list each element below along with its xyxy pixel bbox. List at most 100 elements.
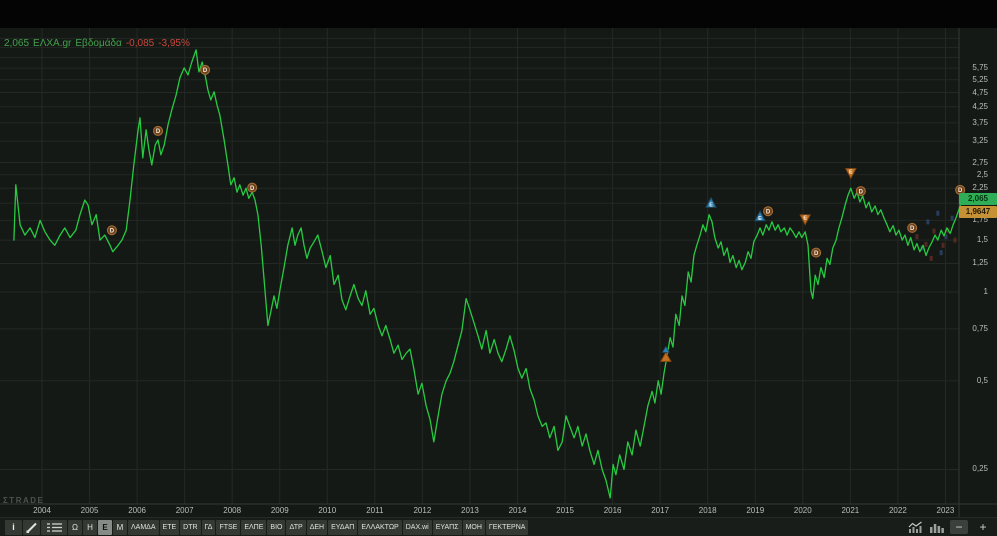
legend-timeframe[interactable]: Εβδομάδα <box>75 38 122 49</box>
ticker-button-ΔΕΗ[interactable]: ΔΕΗ <box>306 519 328 535</box>
toolbar-right-group: − + <box>908 518 992 535</box>
event-marker-dividend[interactable]: D <box>855 186 866 197</box>
svg-text:D: D <box>814 251 819 257</box>
svg-text:E: E <box>709 202 713 208</box>
price-tick-label: 5,75 <box>972 63 988 73</box>
price-tick-label: 0,25 <box>972 464 988 474</box>
micro-event-mark <box>941 242 945 248</box>
micro-event-mark <box>936 210 940 216</box>
event-marker-event_down[interactable]: E <box>844 168 857 180</box>
event-marker-dividend[interactable]: D <box>907 222 918 233</box>
event-marker-dividend[interactable]: D <box>811 247 822 258</box>
price-tick-label: 1,25 <box>972 258 988 268</box>
event-marker-dividend[interactable]: D <box>200 64 211 75</box>
year-tick-label: 2019 <box>746 506 765 515</box>
legend-symbol[interactable]: ΕΛΧΑ.gr <box>33 38 72 49</box>
watchlist-button[interactable] <box>41 519 67 535</box>
price-tick-label: 1,75 <box>972 215 988 225</box>
ticker-button-ΒΙΟ[interactable]: ΒΙΟ <box>267 519 286 535</box>
event-marker-dividend[interactable]: D <box>153 125 164 136</box>
event-marker-dividend[interactable]: D <box>763 206 774 217</box>
micro-event-mark <box>932 228 936 234</box>
svg-text:E: E <box>803 216 807 222</box>
year-tick-label: 2006 <box>128 506 146 515</box>
year-tick-label: 2017 <box>651 506 670 515</box>
event-marker-event_down[interactable]: E <box>799 214 812 226</box>
year-tick-label: 2010 <box>318 506 337 515</box>
year-tick-label: 2009 <box>270 506 289 515</box>
ticker-button-ΕΥΑΠΣ[interactable]: ΕΥΑΠΣ <box>432 519 462 535</box>
ticker-button-ΕΤΕ[interactable]: ΕΤΕ <box>159 519 180 535</box>
price-tick-label: 1,5 <box>976 235 988 245</box>
micro-event-mark <box>926 219 930 225</box>
ticker-button-DAX.wi[interactable]: DAX.wi <box>402 519 432 535</box>
timeframe-button-Μ[interactable]: Μ <box>113 519 127 535</box>
zoom-out-button[interactable]: − <box>950 519 968 534</box>
event-marker-dividend[interactable]: D <box>106 225 117 236</box>
price-tick-label: 3,75 <box>972 117 988 127</box>
ticker-button-ΛΑΜΔΑ[interactable]: ΛΑΜΔΑ <box>128 519 159 535</box>
legend-change: -0,085 <box>125 38 155 49</box>
micro-event-mark <box>939 250 943 256</box>
svg-text:D: D <box>203 68 208 74</box>
micro-event-mark <box>929 255 933 261</box>
year-tick-label: 2011 <box>366 506 384 515</box>
timeframe-button-Ε[interactable]: Ε <box>98 519 112 535</box>
line-chart-icon[interactable] <box>908 521 923 533</box>
svg-text:D: D <box>250 186 255 192</box>
micro-event-mark <box>944 234 948 240</box>
ticker-button-ΓΔ[interactable]: ΓΔ <box>201 519 216 535</box>
ticker-button-ΕΥΔΑΠ[interactable]: ΕΥΔΑΠ <box>328 519 358 535</box>
year-tick-label: 2005 <box>80 506 99 515</box>
legend-change-pct: -3,95% <box>158 38 190 49</box>
ticker-button-ΕΛΛΑΚΤΩΡ[interactable]: ΕΛΛΑΚΤΩΡ <box>358 519 402 535</box>
year-tick-label: 2018 <box>698 506 717 515</box>
ticker-button-ΕΛΠΕ[interactable]: ΕΛΠΕ <box>241 519 267 535</box>
price-tick-label: 4,75 <box>972 87 988 97</box>
timeframe-button-Ω[interactable]: Ω <box>68 519 82 535</box>
info-button[interactable]: i <box>5 519 22 535</box>
svg-text:D: D <box>910 226 915 232</box>
year-tick-label: 2020 <box>793 506 812 515</box>
price-tick-label: 2,25 <box>972 183 988 193</box>
chart-legend: 2,065 ΕΛΧΑ.gr Εβδομάδα -0,085 -3,95% <box>4 38 194 49</box>
svg-text:E: E <box>758 216 762 222</box>
event-marker-dividend[interactable]: D <box>247 182 258 193</box>
price-tick-label: 1 <box>983 287 988 296</box>
ticker-button-FTSE[interactable]: FTSE <box>216 519 241 535</box>
ticker-button-ΜΟΗ[interactable]: ΜΟΗ <box>462 519 485 535</box>
ticker-button-DTR[interactable]: DTR <box>180 519 201 535</box>
micro-event-mark <box>953 237 957 243</box>
draw-button[interactable] <box>23 519 40 535</box>
year-tick-label: 2012 <box>413 506 432 515</box>
price-tick-label: 3,25 <box>972 136 988 146</box>
ticker-group: ΛΑΜΔΑ ΕΤΕ DTR ΓΔ FTSE ΕΛΠΕ ΒΙΟ ΔΤΡ ΔΕΗ ΕΥΔΑΠ ΕΛΛΑΚ… <box>128 519 529 535</box>
svg-text:E: E <box>849 169 853 175</box>
year-tick-label: 2015 <box>556 506 574 515</box>
event-marker-event_up[interactable]: E <box>754 210 766 222</box>
timeframe-button-Η[interactable]: Η <box>83 519 97 535</box>
year-tick-label: 2008 <box>223 506 242 515</box>
price-tick-label: 5,25 <box>972 74 988 84</box>
zoom-in-button[interactable]: + <box>979 519 987 534</box>
top-black-band <box>0 0 997 28</box>
year-tick-label: 2023 <box>936 506 955 515</box>
micro-event-mark <box>924 241 928 247</box>
year-tick-label: 2016 <box>603 506 622 515</box>
micro-event-mark <box>915 234 919 240</box>
ticker-button-ΓΕΚΤΕΡΝΑ[interactable]: ΓΕΚΤΕΡΝΑ <box>485 519 529 535</box>
volume-chart-icon[interactable] <box>929 521 944 533</box>
price-tick-label: 2,5 <box>976 169 988 179</box>
ticker-button-ΔΤΡ[interactable]: ΔΤΡ <box>286 519 306 535</box>
price-tick-label: 4,25 <box>972 101 988 111</box>
price-tick-label: 0,5 <box>976 375 988 385</box>
event-marker-event_up[interactable]: E <box>705 196 717 209</box>
watchlist-icon <box>46 522 62 532</box>
pencil-icon <box>26 522 37 533</box>
event-marker-combo[interactable] <box>660 345 672 362</box>
svg-text:D: D <box>766 209 771 215</box>
